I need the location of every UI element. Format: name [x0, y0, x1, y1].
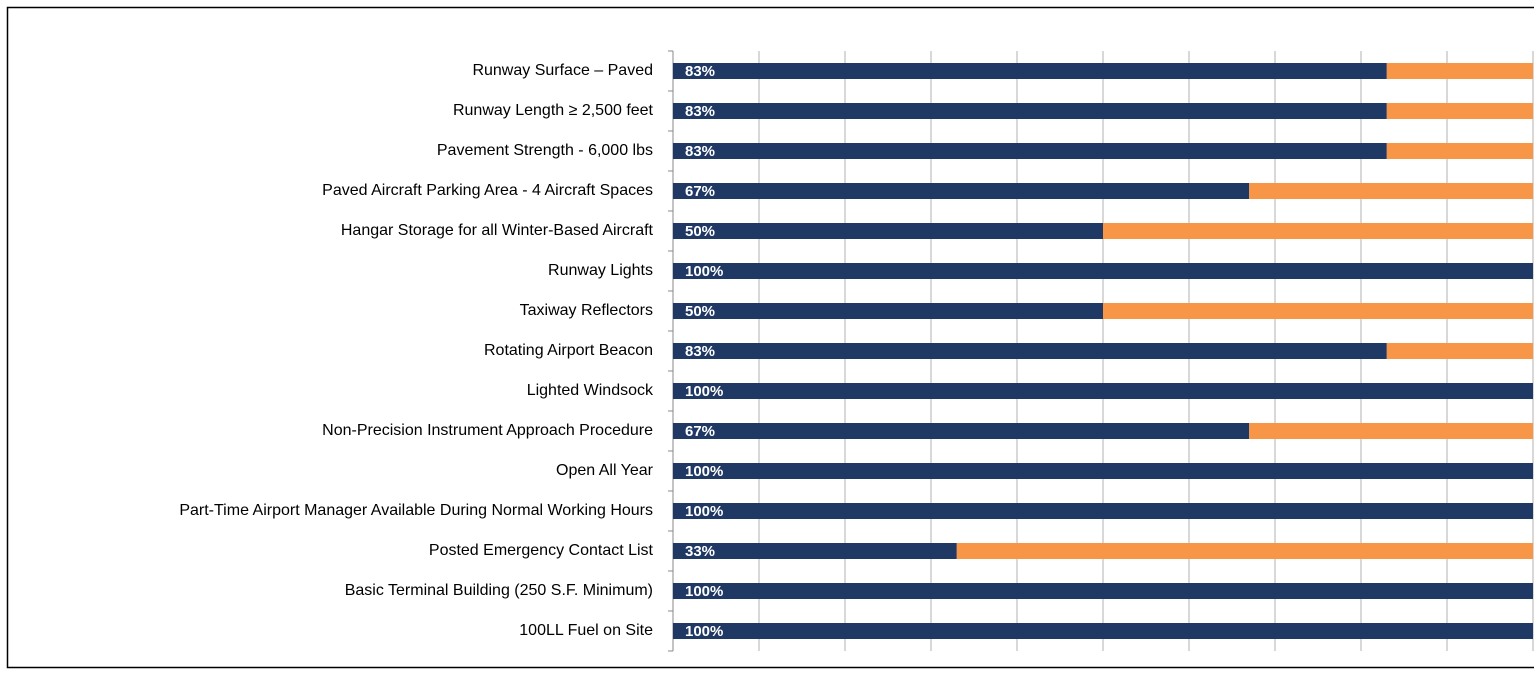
value-label: 50% [685, 303, 715, 320]
bar-segment [1387, 103, 1533, 119]
value-label: 33% [685, 543, 715, 560]
bar-segment [673, 263, 1533, 279]
value-label: 50% [685, 223, 715, 240]
bar-segment [1387, 143, 1533, 159]
y-tick-label: Paved Aircraft Parking Area - 4 Aircraft… [322, 182, 653, 199]
y-tick-label: Basic Terminal Building (250 S.F. Minimu… [345, 582, 653, 599]
value-label: 100% [685, 503, 723, 520]
bar-segment [673, 303, 1103, 319]
bar-segment [673, 103, 1387, 119]
y-tick-label: Open All Year [556, 462, 654, 479]
value-label: 100% [685, 463, 723, 480]
bar-segment [673, 623, 1533, 639]
y-tick-label: Lighted Windsock [527, 382, 654, 399]
y-tick-label: Part-Time Airport Manager Available Duri… [179, 502, 653, 519]
bar-segment [1387, 63, 1533, 79]
bar-segment [957, 543, 1533, 559]
bar-segment [673, 63, 1387, 79]
value-label: 83% [685, 103, 715, 120]
value-label: 67% [685, 423, 715, 440]
value-label: 100% [685, 583, 723, 600]
y-tick-label: Non-Precision Instrument Approach Proced… [322, 422, 653, 439]
y-tick-label: Runway Lights [548, 262, 653, 279]
bar-segment [673, 383, 1533, 399]
bar-segment [673, 183, 1249, 199]
bar-segment [673, 583, 1533, 599]
y-tick-label: Taxiway Reflectors [520, 302, 653, 319]
bar-segment [673, 143, 1387, 159]
bar-segment [1103, 223, 1533, 239]
bar-segment [673, 423, 1249, 439]
bar-segment [1103, 303, 1533, 319]
value-label: 100% [685, 623, 723, 640]
y-tick-label: Runway Length ≥ 2,500 feet [453, 102, 654, 119]
bar-segment [1249, 183, 1533, 199]
y-tick-label: 100LL Fuel on Site [519, 622, 653, 639]
bar-segment [1387, 343, 1533, 359]
value-label: 67% [685, 183, 715, 200]
bar-segment [673, 543, 957, 559]
y-tick-label: Pavement Strength - 6,000 lbs [437, 142, 653, 159]
y-tick-label: Rotating Airport Beacon [484, 342, 653, 359]
y-tick-label: Runway Surface – Paved [472, 62, 653, 79]
bar-segment [673, 223, 1103, 239]
value-label: 83% [685, 143, 715, 160]
value-label: 83% [685, 63, 715, 80]
bar-segment [673, 463, 1533, 479]
bar-segment [1249, 423, 1533, 439]
bar-segment [673, 343, 1387, 359]
bar-segment [673, 503, 1533, 519]
value-label: 100% [685, 263, 723, 280]
y-tick-label: Posted Emergency Contact List [429, 542, 654, 559]
y-tick-label: Hangar Storage for all Winter-Based Airc… [341, 222, 654, 239]
value-label: 83% [685, 343, 715, 360]
value-label: 100% [685, 383, 723, 400]
